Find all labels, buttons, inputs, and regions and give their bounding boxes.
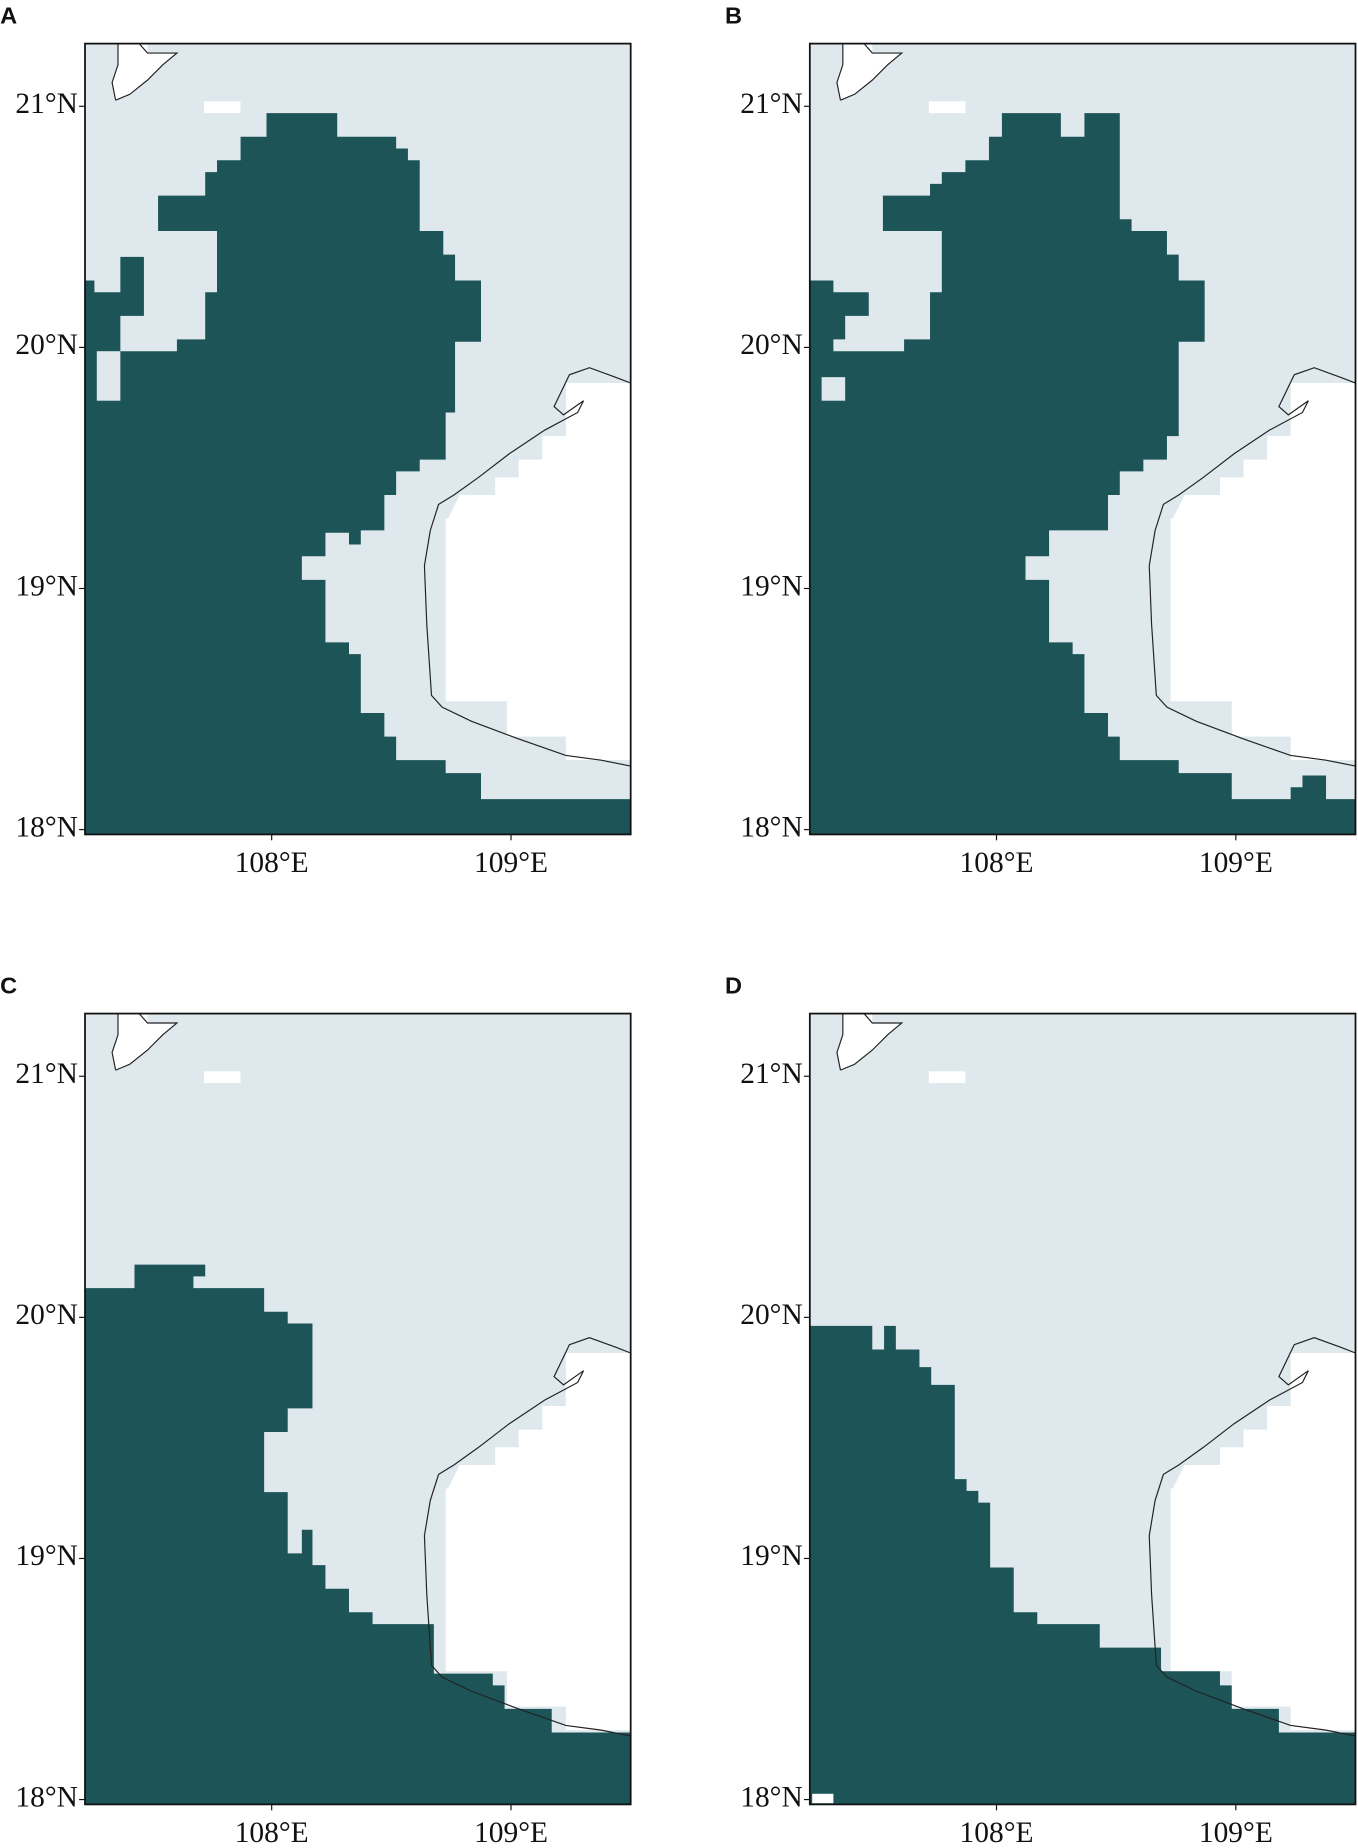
lon-tick-label: 109°E [1199, 1817, 1273, 1848]
land [836, 1013, 902, 1071]
lon-tick-label: 108°E [235, 1817, 309, 1848]
lat-tick-label: 20°N [15, 329, 78, 361]
coastline [111, 1013, 179, 1071]
lat-tick-label: 20°N [740, 329, 803, 361]
lat-tick-label: 21°N [15, 88, 78, 120]
lat-tick-label: 20°N [15, 1299, 78, 1331]
sea [96, 351, 121, 401]
land [445, 383, 631, 761]
region [85, 1264, 631, 1805]
coastline [423, 367, 631, 767]
no-data [204, 101, 241, 114]
lat-tick-label: 18°N [15, 811, 78, 843]
region [809, 1325, 1356, 1805]
panel-label: D [725, 973, 742, 999]
coastline [1148, 367, 1356, 767]
panel-label: A [0, 3, 17, 29]
frame [808, 42, 1357, 836]
lon-tick-label: 109°E [1199, 847, 1273, 879]
panel: A 18°N 19°N 20°N 21°N 108°E 109°E [0, 3, 632, 879]
land [836, 43, 902, 101]
region [809, 113, 1356, 835]
lat-tick-label: 18°N [740, 811, 803, 843]
land [1170, 1353, 1356, 1731]
sea [812, 1793, 834, 1804]
no-data [928, 1071, 966, 1084]
lat-tick-label: 19°N [740, 570, 803, 602]
land [445, 1353, 631, 1731]
coastline [836, 43, 904, 101]
lat-tick-label: 19°N [15, 570, 78, 602]
lat-tick-label: 18°N [740, 1781, 803, 1813]
coastline [423, 1337, 631, 1737]
lat-tick-label: 20°N [740, 1299, 803, 1331]
no-data [928, 101, 966, 114]
lat-tick-label: 19°N [15, 1540, 78, 1572]
panel: C 18°N 19°N 20°N 21°N 108°E 109°E [0, 973, 632, 1848]
frame [84, 1012, 632, 1806]
coastline [836, 1013, 904, 1071]
frame [84, 42, 632, 836]
frame [808, 1012, 1357, 1806]
lat-tick-label: 18°N [15, 1781, 78, 1813]
land [112, 1013, 177, 1071]
lat-tick-label: 21°N [740, 1058, 803, 1090]
panel-label: C [0, 973, 17, 999]
lat-tick-label: 21°N [15, 1058, 78, 1090]
lat-tick-label: 21°N [740, 88, 803, 120]
coastline [111, 43, 179, 101]
lon-tick-label: 109°E [474, 1817, 548, 1848]
lon-tick-label: 108°E [235, 847, 309, 879]
lon-tick-label: 109°E [474, 847, 548, 879]
panel: B 18°N 19°N 20°N 21°N 108°E 109°E [725, 3, 1357, 879]
lon-tick-label: 108°E [960, 847, 1034, 879]
land [1170, 383, 1356, 761]
region [85, 113, 631, 835]
sea [821, 377, 846, 401]
land [112, 43, 177, 101]
lon-tick-label: 108°E [960, 1817, 1034, 1848]
no-data [204, 1071, 241, 1084]
panel-label: B [725, 3, 742, 29]
lat-tick-label: 19°N [740, 1540, 803, 1572]
panel: D 18°N 19°N 20°N 21°N 108°E 109°E [725, 973, 1357, 1848]
coastline [1148, 1337, 1356, 1737]
